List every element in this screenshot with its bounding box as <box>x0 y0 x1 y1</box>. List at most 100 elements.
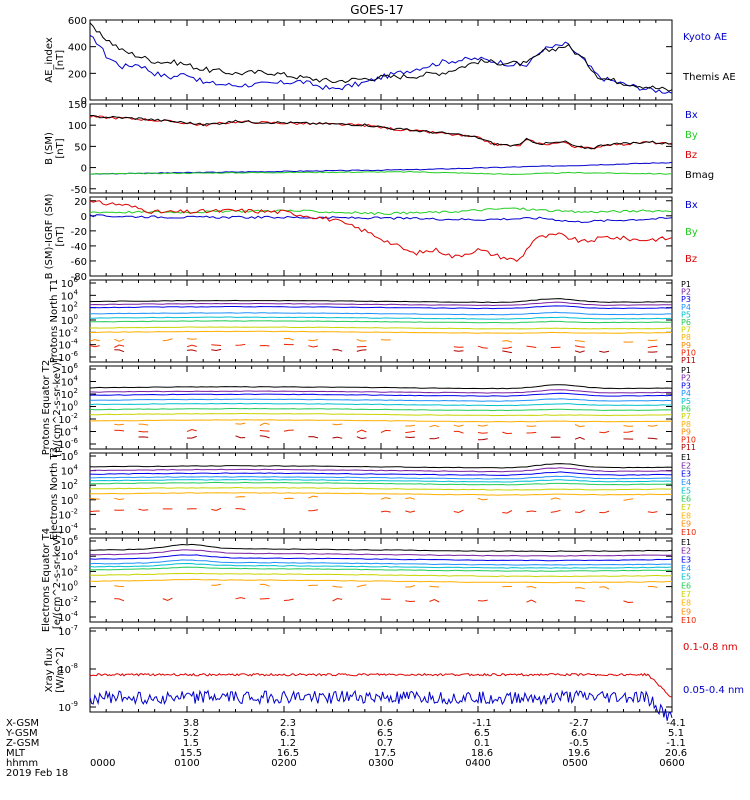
flux7-series-e9 <box>332 585 343 588</box>
flux4-series-p7 <box>89 326 673 330</box>
x-ephemeris-value: 3.8 <box>183 718 199 729</box>
flux4-series-p10 <box>114 344 125 348</box>
flux6-legend-entry: E10 <box>681 528 696 537</box>
flux7-series-e6 <box>89 566 673 572</box>
flux7-y-axis-label: Electrons Equator T4 <box>41 528 52 632</box>
flux5-series-p9 <box>235 422 246 425</box>
flux6-tick-label: 102 <box>61 478 78 492</box>
flux7-series-e7 <box>89 572 672 578</box>
flux6-series-e9 <box>477 497 488 501</box>
x-ephemeris-value: 5.2 <box>183 728 199 739</box>
flux7-series-e9 <box>405 585 416 588</box>
flux4-series-p1 <box>89 298 673 304</box>
flux4-series-p9 <box>186 338 197 340</box>
legend-themis-ae: Themis AE <box>682 72 736 83</box>
flux5-series-p11 <box>308 436 319 439</box>
x-ephemeris-value: 0.7 <box>377 738 393 749</box>
flux5-series-p11 <box>647 437 658 440</box>
flux7-legend-entry: E8 <box>681 599 691 608</box>
legend-xray-long: 0.1-0.8 nm <box>683 642 738 653</box>
db-tick-label: -40 <box>71 242 87 253</box>
flux5-y-axis-label: Protons Equator T2 <box>41 360 52 456</box>
flux5-series-p11 <box>356 436 367 440</box>
flux7-series-e9 <box>647 586 658 588</box>
flux5-series-p8 <box>89 419 673 423</box>
flux6-series-e10 <box>138 508 149 511</box>
flux5-series-p9 <box>623 425 634 427</box>
x-tick-label: 0600 <box>659 758 684 769</box>
flux7-tick-label: 102 <box>61 564 78 578</box>
flux6-series-e10 <box>405 510 416 513</box>
db-legend-entry: Bz <box>685 254 697 265</box>
x-tick-label: 0100 <box>174 758 199 769</box>
flux6-series-e9 <box>89 497 100 500</box>
flux5-series-p10 <box>114 429 125 432</box>
flux5-tick-label: 102 <box>61 387 78 401</box>
flux7-series-e10 <box>114 598 125 602</box>
flux5-series-p9 <box>647 424 658 427</box>
flux6-series-e10 <box>89 510 100 513</box>
flux5-series-p5 <box>89 402 673 407</box>
flux5-legend-entry: P8 <box>681 420 691 429</box>
flux5-legend-entry: P3 <box>681 381 691 390</box>
b-series-by <box>89 170 673 176</box>
flux6-series-e10 <box>599 510 610 514</box>
flux5-tick-label: 10-4 <box>58 425 78 439</box>
flux6-legend-entry: E3 <box>681 470 691 479</box>
flux4-legend-entry: P6 <box>681 318 691 327</box>
x-tick-label: 0300 <box>368 758 393 769</box>
flux7-y-axis-label: [e/(cm^2-s-sr-keV)] <box>52 531 63 629</box>
flux7-series-e9 <box>574 587 585 590</box>
x-ephemeris-value: 20.6 <box>665 748 687 759</box>
flux4-legend-entry: P7 <box>681 326 691 335</box>
x-tick-label: 0500 <box>562 758 587 769</box>
flux4-tick-label: 10-2 <box>58 325 78 339</box>
flux5-series-p10 <box>599 430 610 434</box>
flux6-legend-entry: E6 <box>681 495 691 504</box>
flux7-series-e2 <box>89 549 673 557</box>
flux4-series-p8 <box>89 330 672 334</box>
b-tick-label: 150 <box>68 100 87 111</box>
flux5-series-p9 <box>332 423 343 426</box>
flux4-series-p10 <box>526 345 537 348</box>
db-tick-label: -80 <box>71 272 87 283</box>
flux7-tick-label: 10-2 <box>58 595 78 609</box>
flux7-legend-entry: E4 <box>681 564 691 573</box>
flux5-series-p10 <box>502 431 512 435</box>
flux6-series-e10 <box>211 507 222 512</box>
flux4-series-p2 <box>89 301 673 307</box>
flux5-series-p11 <box>259 435 270 439</box>
flux7-series-e4 <box>89 559 673 566</box>
flux6-series-e10 <box>235 508 246 510</box>
flux5-series-p10 <box>405 430 415 434</box>
flux4-series-p11 <box>502 350 512 354</box>
flux7-legend-entry: E1 <box>681 538 691 547</box>
flux7-legend-entry: E5 <box>681 573 691 582</box>
flux7-series-e9 <box>211 583 222 586</box>
legend-kyoto-ae: Kyoto AE <box>683 32 727 43</box>
flux4-series-p3 <box>89 305 673 310</box>
flux5-legend-entry: P7 <box>681 412 691 421</box>
flux5-series-p9 <box>114 423 125 426</box>
flux5-series-p10 <box>186 428 197 433</box>
flux5-series-p11 <box>138 436 149 438</box>
flux7-tick-label: 100 <box>61 580 78 594</box>
flux5-series-p10 <box>138 430 149 433</box>
flux6-tick-label: 100 <box>61 493 78 507</box>
flux5-legend-entry: P1 <box>681 366 691 375</box>
flux6-tick-label: 104 <box>61 464 79 478</box>
flux7-series-e9 <box>429 585 440 588</box>
flux7-series-e10 <box>477 599 488 602</box>
flux4-series-p10 <box>453 346 464 348</box>
figure-title: GOES-17 <box>350 3 404 17</box>
flux6-series-e9 <box>405 497 416 500</box>
flux4-series-p9 <box>356 339 367 342</box>
db-legend-entry: Bx <box>685 200 698 211</box>
flux7-tick-label: 106 <box>61 534 79 548</box>
flux4-series-p9 <box>162 338 173 342</box>
flux6-series-e5 <box>89 478 673 483</box>
flux6-series-e10 <box>380 510 391 513</box>
flux4-series-p10 <box>235 343 246 346</box>
b-legend-entry: Bz <box>685 150 697 161</box>
